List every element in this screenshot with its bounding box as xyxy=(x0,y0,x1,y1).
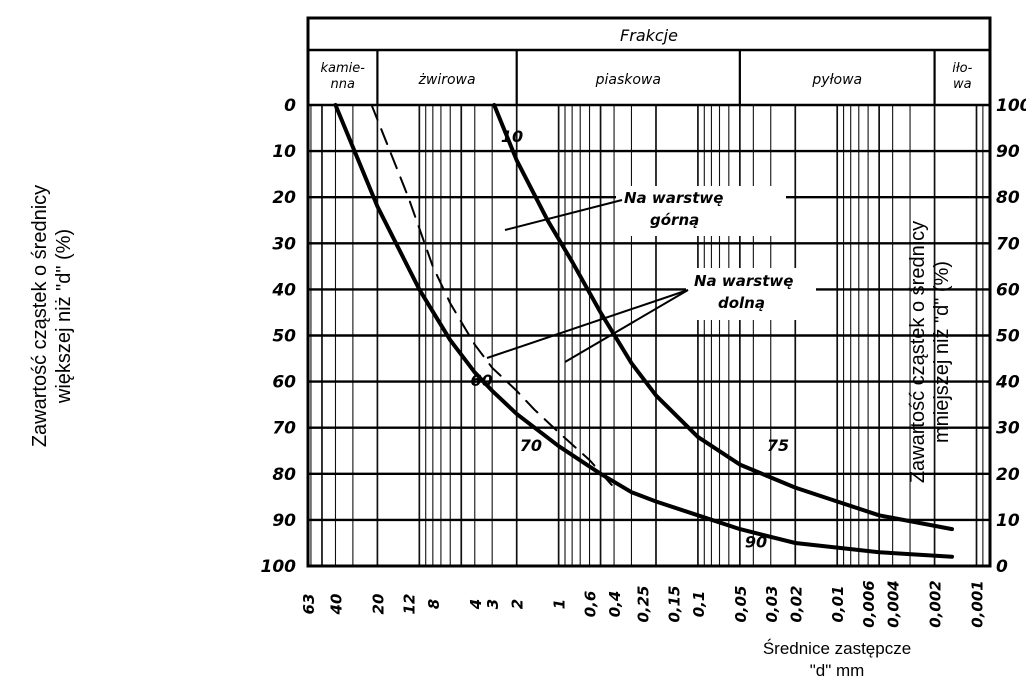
y-axis-title-left: Zawartość cząstek o średnicy xyxy=(29,185,51,447)
y-right-tick-label: 10 xyxy=(996,511,1020,531)
curve-annotation: 60 xyxy=(470,371,492,390)
x-tick-label: 0,1 xyxy=(690,591,708,618)
x-tick-label: 20 xyxy=(369,594,387,615)
curve-annotation: 75 xyxy=(767,436,789,455)
x-tick-label: 8 xyxy=(425,599,443,609)
x-tick-label: 4 xyxy=(467,599,485,610)
y-axis-title-right: mniejszej niż "d" (%) xyxy=(931,261,953,443)
x-tick-label: 0,004 xyxy=(885,580,903,627)
callout-upper-text: górną xyxy=(650,211,699,229)
y-axis-title-right: Zawartość cząstek o średnicy xyxy=(907,221,929,483)
x-tick-label: 0,6 xyxy=(582,591,600,618)
x-tick-label: 3 xyxy=(484,599,502,609)
x-tick-label: 0,002 xyxy=(927,580,945,627)
y-left-tick-label: 80 xyxy=(272,465,296,485)
y-right-tick-label: 20 xyxy=(996,465,1020,485)
x-tick-label: 0,05 xyxy=(732,585,750,622)
fraction-label: kamie- xyxy=(320,61,365,76)
y-left-tick-label: 90 xyxy=(272,511,296,531)
y-left-tick-label: 60 xyxy=(272,373,296,393)
x-tick-label: 40 xyxy=(327,594,345,616)
x-tick-label: 0,25 xyxy=(634,585,652,622)
callout-lower-text: dolną xyxy=(718,294,765,312)
y-right-tick-label: 40 xyxy=(995,373,1020,393)
x-axis-title: "d" mm xyxy=(810,661,865,680)
y-right-tick-label: 90 xyxy=(996,142,1020,162)
y-right-tick-label: 70 xyxy=(996,234,1020,254)
y-right-tick-label: 30 xyxy=(996,419,1020,439)
fraction-label: iło- xyxy=(952,61,972,76)
x-tick-label: 0,01 xyxy=(829,585,847,622)
fraction-label: żwirowa xyxy=(418,72,476,88)
x-tick-label: 63 xyxy=(300,594,318,615)
y-left-tick-label: 70 xyxy=(272,419,296,439)
plot-area xyxy=(308,18,990,566)
y-right-tick-label: 0 xyxy=(996,557,1008,577)
y-axis-title-left: większej niż "d" (%) xyxy=(53,229,75,404)
y-left-tick-label: 40 xyxy=(271,280,296,300)
y-left-tick-label: 50 xyxy=(272,327,296,347)
x-tick-label: 0,001 xyxy=(969,580,987,627)
fraction-label: wa xyxy=(953,77,972,92)
x-tick-label: 2 xyxy=(509,599,527,609)
x-axis-title: Średnice zastępcze xyxy=(763,639,911,658)
callout-lower-text: Na warstwę xyxy=(694,272,793,290)
x-tick-label: 0,4 xyxy=(606,591,624,618)
x-tick-label: 1 xyxy=(551,599,569,609)
fraction-label: nna xyxy=(330,77,354,92)
y-right-tick-label: 60 xyxy=(996,280,1020,300)
x-tick-label: 0,006 xyxy=(860,580,878,627)
y-right-tick-label: 100 xyxy=(996,96,1026,116)
y-right-tick-label: 50 xyxy=(996,327,1020,347)
curve-annotation: 70 xyxy=(520,436,542,455)
x-tick-label: 12 xyxy=(400,594,418,615)
x-tick-label: 0,15 xyxy=(665,585,683,622)
callout-upper-text: Na warstwę xyxy=(624,189,723,207)
fraction-label: piaskowa xyxy=(595,72,661,88)
y-left-tick-label: 20 xyxy=(272,188,296,208)
y-right-tick-label: 80 xyxy=(996,188,1020,208)
x-tick-label: 0,03 xyxy=(763,585,781,622)
y-left-tick-label: 30 xyxy=(272,234,296,254)
x-tick-label: 0,02 xyxy=(787,585,805,622)
header-title: Frakcje xyxy=(620,26,678,45)
fraction-label: pyłowa xyxy=(811,72,862,88)
plot-background xyxy=(308,18,990,566)
curve-annotation: 10 xyxy=(501,127,523,146)
y-left-tick-label: 10 xyxy=(272,142,296,162)
curve-annotation: 90 xyxy=(745,533,767,552)
y-left-tick-label: 0 xyxy=(284,96,296,116)
y-left-tick-label: 100 xyxy=(261,557,297,577)
